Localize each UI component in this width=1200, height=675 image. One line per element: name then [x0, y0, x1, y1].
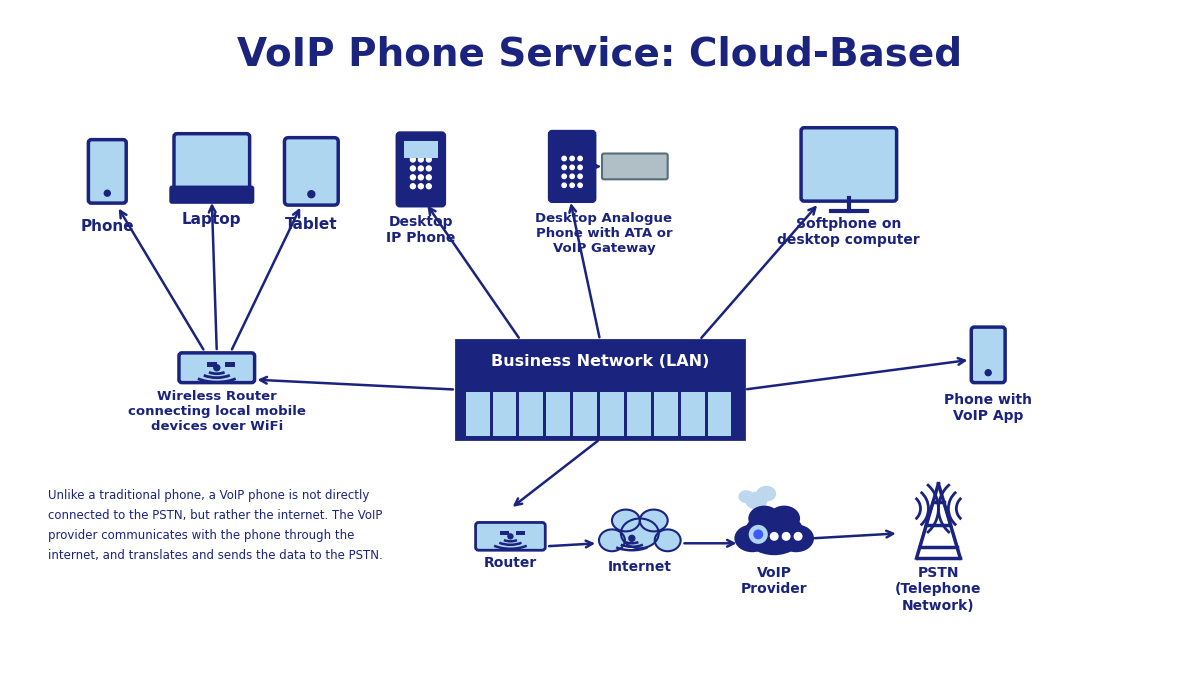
FancyBboxPatch shape — [550, 131, 595, 202]
FancyBboxPatch shape — [802, 128, 896, 201]
Ellipse shape — [768, 506, 800, 531]
Ellipse shape — [744, 512, 804, 556]
FancyBboxPatch shape — [170, 186, 253, 203]
Ellipse shape — [738, 490, 755, 503]
Circle shape — [419, 175, 424, 180]
Circle shape — [104, 190, 110, 196]
Text: VoIP
Provider: VoIP Provider — [740, 566, 808, 596]
Circle shape — [426, 175, 431, 180]
FancyBboxPatch shape — [516, 531, 526, 535]
Circle shape — [748, 523, 769, 545]
Circle shape — [508, 534, 512, 539]
Text: Desktop Analogue
Phone with ATA or
VoIP Gateway: Desktop Analogue Phone with ATA or VoIP … — [535, 212, 672, 255]
Circle shape — [410, 166, 415, 171]
Text: PSTN
(Telephone
Network): PSTN (Telephone Network) — [895, 566, 982, 612]
Circle shape — [410, 184, 415, 189]
Circle shape — [578, 165, 582, 169]
FancyBboxPatch shape — [500, 531, 510, 535]
FancyBboxPatch shape — [546, 392, 570, 436]
Circle shape — [562, 174, 566, 178]
Circle shape — [419, 166, 424, 171]
Ellipse shape — [655, 529, 680, 551]
Circle shape — [562, 165, 566, 169]
Text: Desktop
IP Phone: Desktop IP Phone — [386, 215, 456, 245]
FancyBboxPatch shape — [284, 138, 338, 205]
Circle shape — [754, 529, 763, 539]
Circle shape — [426, 166, 431, 171]
Circle shape — [578, 183, 582, 188]
Text: Business Network (LAN): Business Network (LAN) — [491, 354, 709, 369]
FancyBboxPatch shape — [404, 140, 438, 159]
FancyBboxPatch shape — [971, 327, 1006, 383]
FancyBboxPatch shape — [475, 522, 545, 550]
FancyBboxPatch shape — [626, 392, 650, 436]
Text: VoIP Phone Service: Cloud-Based: VoIP Phone Service: Cloud-Based — [238, 35, 962, 74]
Text: Internet: Internet — [608, 560, 672, 574]
Circle shape — [578, 174, 582, 178]
Circle shape — [410, 175, 415, 180]
Circle shape — [214, 364, 220, 371]
FancyBboxPatch shape — [182, 142, 241, 182]
Circle shape — [570, 183, 575, 188]
Circle shape — [985, 370, 991, 376]
Circle shape — [419, 157, 424, 162]
FancyBboxPatch shape — [680, 392, 704, 436]
Circle shape — [308, 191, 314, 198]
Circle shape — [562, 183, 566, 188]
Text: Phone: Phone — [80, 219, 134, 234]
Circle shape — [410, 157, 415, 162]
Text: Wireless Router
connecting local mobile
devices over WiFi: Wireless Router connecting local mobile … — [128, 389, 306, 433]
FancyBboxPatch shape — [224, 362, 235, 367]
Text: Tablet: Tablet — [286, 217, 337, 232]
FancyBboxPatch shape — [397, 133, 445, 206]
Circle shape — [570, 157, 575, 161]
Ellipse shape — [599, 529, 625, 551]
Text: Softphone on
desktop computer: Softphone on desktop computer — [778, 217, 920, 247]
Circle shape — [578, 157, 582, 161]
Ellipse shape — [620, 518, 659, 548]
FancyBboxPatch shape — [654, 392, 678, 436]
Ellipse shape — [749, 506, 780, 531]
Ellipse shape — [640, 510, 667, 531]
Ellipse shape — [612, 510, 640, 531]
Text: Router: Router — [484, 556, 538, 570]
FancyBboxPatch shape — [206, 362, 217, 367]
Ellipse shape — [745, 491, 767, 510]
Circle shape — [570, 165, 575, 169]
FancyBboxPatch shape — [456, 340, 744, 439]
Ellipse shape — [756, 486, 776, 502]
Circle shape — [426, 157, 431, 162]
Text: Phone with
VoIP App: Phone with VoIP App — [944, 393, 1032, 423]
FancyBboxPatch shape — [520, 392, 544, 436]
FancyBboxPatch shape — [574, 392, 598, 436]
Text: Laptop: Laptop — [182, 212, 241, 227]
Circle shape — [629, 535, 635, 541]
FancyBboxPatch shape — [602, 153, 667, 180]
FancyBboxPatch shape — [466, 392, 490, 436]
FancyBboxPatch shape — [600, 392, 624, 436]
Circle shape — [419, 184, 424, 189]
Circle shape — [570, 174, 575, 178]
FancyBboxPatch shape — [89, 140, 126, 203]
Circle shape — [426, 184, 431, 189]
Ellipse shape — [734, 524, 770, 552]
Ellipse shape — [778, 524, 814, 552]
Circle shape — [793, 532, 803, 541]
Text: Unlike a traditional phone, a VoIP phone is not directly
connected to the PSTN, : Unlike a traditional phone, a VoIP phone… — [48, 489, 383, 562]
FancyBboxPatch shape — [492, 392, 516, 436]
FancyBboxPatch shape — [174, 134, 250, 191]
FancyBboxPatch shape — [179, 353, 254, 383]
Circle shape — [562, 157, 566, 161]
FancyBboxPatch shape — [708, 392, 731, 436]
Circle shape — [769, 532, 779, 541]
Circle shape — [781, 532, 791, 541]
